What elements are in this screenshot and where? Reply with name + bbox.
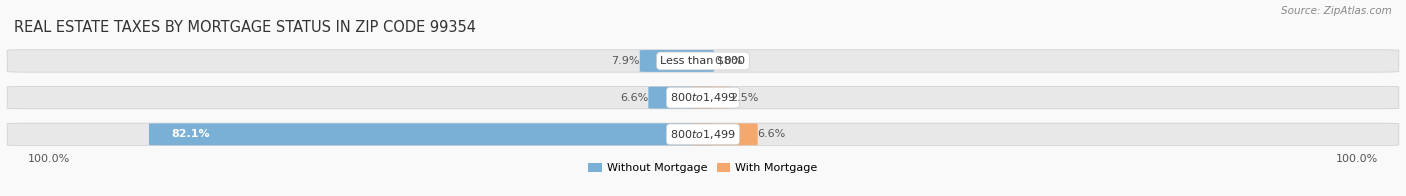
Text: $800 to $1,499: $800 to $1,499: [671, 91, 735, 104]
Legend: Without Mortgage, With Mortgage: Without Mortgage, With Mortgage: [583, 158, 823, 178]
Text: 100.0%: 100.0%: [1336, 154, 1378, 164]
Text: 6.6%: 6.6%: [758, 129, 786, 139]
FancyBboxPatch shape: [7, 86, 1399, 109]
Text: REAL ESTATE TAXES BY MORTGAGE STATUS IN ZIP CODE 99354: REAL ESTATE TAXES BY MORTGAGE STATUS IN …: [14, 20, 477, 35]
FancyBboxPatch shape: [7, 123, 1399, 145]
Text: 100.0%: 100.0%: [28, 154, 70, 164]
Text: 7.9%: 7.9%: [612, 56, 640, 66]
FancyBboxPatch shape: [692, 87, 731, 109]
FancyBboxPatch shape: [149, 123, 714, 145]
Text: $800 to $1,499: $800 to $1,499: [671, 128, 735, 141]
Text: 6.6%: 6.6%: [620, 93, 648, 103]
Text: Less than $800: Less than $800: [661, 56, 745, 66]
Text: 2.5%: 2.5%: [731, 93, 759, 103]
FancyBboxPatch shape: [7, 50, 1399, 72]
Text: 0.0%: 0.0%: [714, 56, 742, 66]
Text: 82.1%: 82.1%: [172, 129, 209, 139]
FancyBboxPatch shape: [648, 87, 714, 109]
FancyBboxPatch shape: [692, 123, 758, 145]
FancyBboxPatch shape: [640, 50, 714, 72]
Text: Source: ZipAtlas.com: Source: ZipAtlas.com: [1281, 6, 1392, 16]
